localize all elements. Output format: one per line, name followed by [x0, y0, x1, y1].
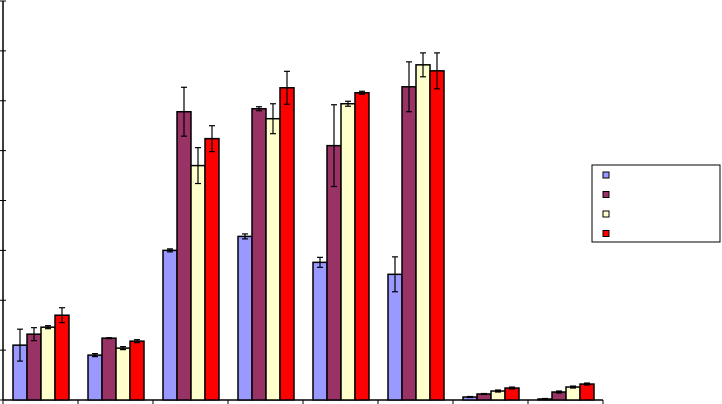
bar [265, 117, 281, 401]
bar [40, 326, 56, 401]
legend [591, 164, 721, 243]
bar [87, 354, 103, 401]
bar [504, 387, 520, 401]
legend-swatch [602, 210, 610, 218]
bar [162, 249, 178, 401]
bar [387, 273, 403, 401]
bar [312, 261, 328, 401]
bar [129, 340, 145, 401]
bar [401, 86, 417, 401]
bar [429, 70, 445, 401]
bar [190, 164, 206, 401]
bar [237, 235, 253, 401]
bar [415, 64, 431, 401]
bar [204, 137, 220, 401]
bar [579, 383, 595, 401]
bar [115, 347, 131, 401]
bar [176, 110, 192, 401]
bar [279, 87, 295, 401]
bar [26, 333, 42, 401]
bar [54, 314, 70, 401]
legend-swatch [602, 171, 610, 179]
bar [101, 337, 117, 401]
legend-swatch [602, 230, 610, 237]
legend-swatch [602, 191, 610, 198]
bar [354, 92, 370, 401]
bar [565, 386, 581, 401]
bar [340, 102, 356, 401]
bar [251, 107, 267, 401]
